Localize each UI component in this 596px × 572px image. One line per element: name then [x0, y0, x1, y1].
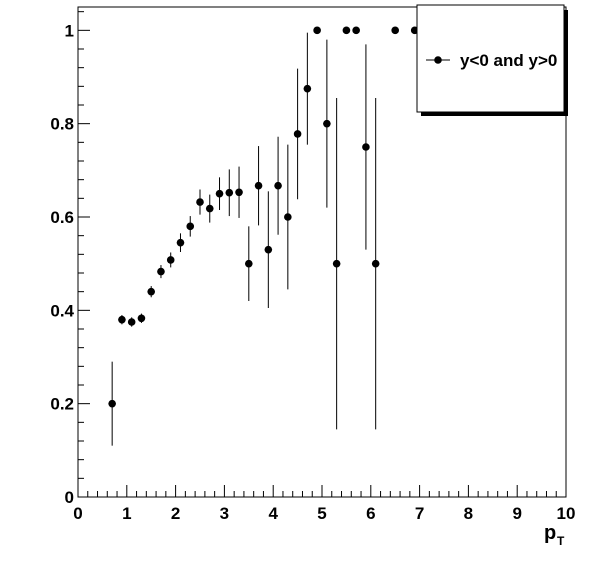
data-point	[196, 198, 204, 206]
data-point	[127, 318, 136, 326]
legend: y<0 and y>0	[416, 4, 568, 116]
x-axis-title: p	[544, 522, 556, 544]
data-point	[274, 181, 282, 190]
x-tick-label: 4	[268, 504, 278, 523]
y-tick-label: 0.2	[50, 395, 74, 414]
y-tick-label: 1	[65, 21, 74, 40]
data-point	[352, 26, 360, 35]
data-point	[235, 188, 243, 197]
data-point	[225, 188, 234, 197]
x-axis-tick-labels: 0 1 2 3 4 5 6 7 8 9 10	[73, 504, 575, 523]
y-axis-tick-labels: 0 0.2 0.4 0.6 0.8 1	[50, 21, 74, 507]
data-point	[371, 259, 380, 268]
data-point	[362, 143, 370, 151]
data-point	[215, 189, 224, 198]
data-point	[284, 213, 292, 221]
x-tick-label: 8	[464, 504, 473, 523]
legend-label: y<0 and y>0	[460, 51, 557, 70]
x-axis-ticks	[77, 485, 567, 497]
x-tick-label: 1	[122, 504, 131, 523]
x-tick-label: 5	[317, 504, 326, 523]
data-point	[205, 204, 214, 213]
data-point	[313, 26, 321, 35]
x-axis-title-subscript: T	[557, 534, 565, 548]
y-tick-label: 0.6	[50, 208, 74, 227]
x-tick-label: 9	[512, 504, 521, 523]
data-point	[166, 256, 175, 264]
x-tick-label: 2	[171, 504, 180, 523]
data-point	[137, 314, 146, 323]
data-point	[293, 130, 302, 138]
x-tick-label: 10	[557, 504, 576, 523]
data-point	[264, 245, 273, 254]
data-point	[176, 238, 185, 247]
x-tick-label: 3	[220, 504, 229, 523]
y-tick-label: 0.4	[50, 301, 74, 320]
x-tick-label: 6	[366, 504, 375, 523]
data-point	[118, 315, 126, 324]
y-axis-ticks	[78, 11, 90, 498]
data-point	[254, 181, 263, 190]
data-point	[391, 26, 400, 35]
y-tick-label: 0	[65, 488, 74, 507]
data-point	[245, 259, 253, 268]
data-point	[303, 84, 312, 93]
legend-marker	[434, 56, 442, 64]
data-point	[157, 267, 165, 276]
data-series	[108, 26, 419, 446]
x-tick-label: 7	[415, 504, 424, 523]
data-point	[332, 259, 341, 268]
data-point	[186, 222, 195, 231]
data-point	[108, 399, 116, 408]
data-point	[323, 119, 331, 128]
legend-box	[416, 4, 565, 113]
data-point	[147, 287, 155, 296]
x-tick-label: 0	[73, 504, 82, 523]
data-point	[342, 26, 351, 35]
y-tick-label: 0.8	[50, 115, 74, 134]
